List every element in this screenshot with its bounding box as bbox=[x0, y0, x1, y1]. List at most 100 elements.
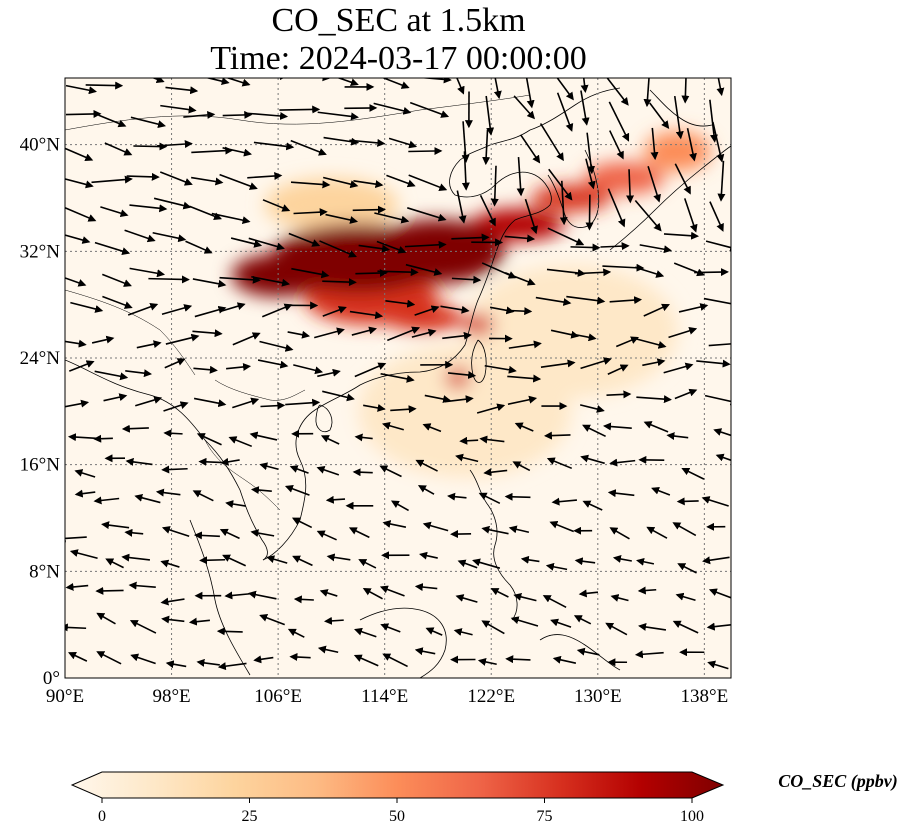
wind-arrow bbox=[447, 371, 477, 380]
wind-arrow bbox=[161, 615, 185, 624]
wind-arrow bbox=[674, 163, 691, 195]
wind-arrow bbox=[290, 139, 327, 156]
wind-arrow bbox=[316, 530, 337, 541]
wind-arrow bbox=[257, 359, 289, 369]
wind-arrow bbox=[65, 623, 87, 632]
wind-arrow bbox=[262, 199, 291, 212]
wind-arrow bbox=[485, 95, 495, 136]
wind-arrow bbox=[390, 500, 409, 512]
colorbar: 0 25 50 75 100 CO_SEC (ppbv) bbox=[70, 771, 898, 825]
longitude-tick-label: 138°E bbox=[681, 686, 729, 707]
wind-arrow bbox=[663, 362, 694, 374]
colorbar-gradient bbox=[70, 771, 725, 799]
wind-arrow bbox=[194, 305, 227, 318]
wind-arrow bbox=[65, 234, 91, 244]
wind-arrow bbox=[609, 458, 636, 467]
coastline-hokkaido bbox=[649, 89, 713, 127]
wind-arrow bbox=[519, 134, 541, 164]
wind-arrow bbox=[290, 180, 331, 189]
wind-arrow bbox=[222, 554, 247, 567]
wind-arrow bbox=[289, 653, 311, 662]
wind-arrow bbox=[385, 299, 416, 308]
wind-arrow bbox=[349, 138, 386, 147]
wind-arrow bbox=[647, 166, 661, 203]
wind-arrow bbox=[651, 486, 671, 496]
coastline-korea-north bbox=[529, 87, 621, 131]
co-plume-8 bbox=[445, 367, 470, 389]
wind-arrow bbox=[250, 486, 272, 495]
wind-arrow bbox=[198, 457, 224, 466]
wind-arrow bbox=[323, 616, 344, 625]
wind-arrow bbox=[352, 205, 386, 214]
wind-arrow bbox=[381, 421, 404, 431]
wind-arrow bbox=[626, 169, 635, 204]
wind-arrow bbox=[639, 244, 672, 254]
wind-arrow bbox=[293, 208, 328, 217]
wind-arrow bbox=[579, 404, 605, 413]
wind-arrow bbox=[508, 307, 533, 316]
wind-arrow bbox=[380, 373, 415, 383]
wind-arrow bbox=[98, 114, 127, 128]
wind-arrow bbox=[95, 586, 124, 595]
wind-arrow bbox=[74, 489, 96, 498]
wind-arrow bbox=[379, 465, 402, 478]
wind-arrow bbox=[456, 190, 467, 224]
wind-arrow bbox=[70, 301, 104, 313]
wind-arrow bbox=[127, 303, 159, 316]
wind-arrow bbox=[161, 526, 190, 538]
wind-arrow bbox=[606, 390, 632, 399]
coastline-hainan bbox=[315, 404, 333, 433]
gridlines bbox=[65, 78, 731, 678]
wind-arrow bbox=[686, 128, 697, 162]
longitude-tick-label: 98°E bbox=[152, 686, 190, 707]
wind-arrow bbox=[634, 266, 665, 278]
wind-arrow bbox=[351, 326, 377, 336]
wind-arrow bbox=[259, 340, 294, 352]
wind-arrow bbox=[546, 457, 573, 470]
wind-arrow bbox=[508, 525, 530, 534]
wind-arrow bbox=[607, 364, 629, 375]
wind-arrow bbox=[424, 394, 452, 404]
wind-arrow bbox=[160, 597, 185, 606]
wind-arrow bbox=[94, 241, 131, 255]
wind-arrow bbox=[636, 395, 672, 404]
wind-arrow bbox=[232, 332, 261, 346]
wind-arrow bbox=[377, 268, 419, 277]
wind-arrow bbox=[535, 296, 572, 306]
wind-arrow bbox=[65, 534, 87, 543]
latitude-tick-labels: 0° 8°N 16°N 24°N 32°N 40°N bbox=[20, 135, 61, 689]
wind-arrow bbox=[677, 563, 697, 574]
wind-arrow bbox=[386, 174, 416, 188]
wind-arrow bbox=[582, 424, 606, 438]
wind-arrow bbox=[91, 175, 133, 184]
wind-arrow bbox=[646, 526, 668, 539]
wind-arrow bbox=[130, 116, 166, 129]
wind-arrow bbox=[552, 655, 577, 664]
wind-arrow bbox=[543, 431, 571, 440]
wind-arrow bbox=[444, 395, 474, 404]
wind-arrow bbox=[224, 591, 251, 600]
wind-arrow bbox=[148, 275, 190, 284]
wind-arrow bbox=[556, 92, 574, 132]
wind-arrow bbox=[675, 592, 696, 601]
wind-arrow bbox=[717, 160, 726, 202]
wind-arrow bbox=[706, 622, 731, 631]
colorbar-tick-label: 75 bbox=[537, 808, 553, 825]
wind-arrow bbox=[408, 174, 448, 191]
coastline-borneo bbox=[359, 607, 447, 678]
wind-arrow bbox=[353, 654, 379, 667]
latitude-tick-label: 32°N bbox=[20, 241, 61, 262]
wind-arrow bbox=[510, 616, 539, 627]
wind-arrow bbox=[612, 555, 632, 563]
wind-arrow bbox=[634, 199, 662, 232]
wind-arrow bbox=[293, 595, 314, 604]
co-plume-5 bbox=[584, 162, 665, 194]
coastline-taiwan bbox=[471, 339, 487, 383]
wind-arrow bbox=[678, 303, 709, 313]
wind-arrow bbox=[676, 497, 699, 506]
wind-arrow bbox=[484, 364, 517, 374]
wind-arrow bbox=[422, 521, 449, 532]
wind-arrow bbox=[196, 433, 222, 446]
wind-arrow bbox=[102, 273, 132, 287]
wind-arrow bbox=[606, 78, 629, 106]
